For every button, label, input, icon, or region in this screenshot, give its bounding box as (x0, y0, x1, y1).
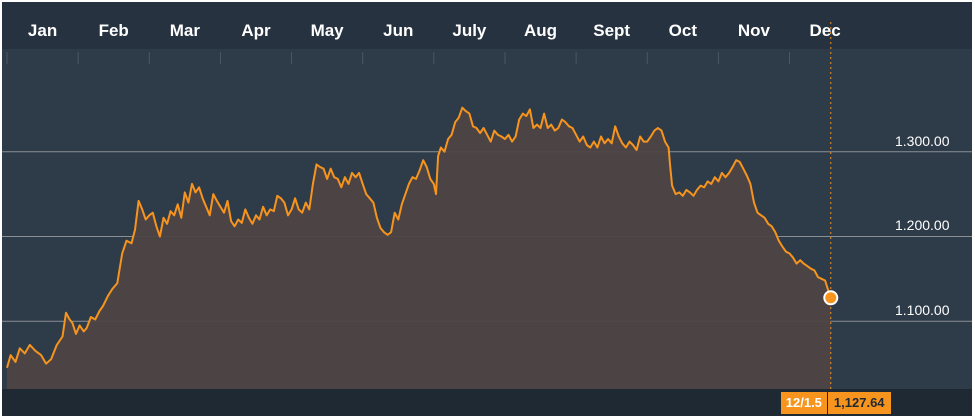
y-tick-label-0: 1.100.00 (895, 302, 950, 319)
month-label-nov: Nov (737, 21, 770, 40)
month-label-jun: Jun (383, 21, 414, 40)
series-line (6, 106, 832, 369)
month-label-feb: Feb (98, 21, 129, 40)
last-value-readout: 12/1.5 1,127.64 (780, 392, 891, 414)
month-axis-bar (2, 2, 972, 49)
month-label-apr: Apr (241, 21, 271, 40)
month-label-may: May (310, 21, 344, 40)
readout-date: 12/1.5 (780, 392, 827, 414)
series-area (7, 107, 831, 389)
month-label-sept: Sept (593, 21, 631, 40)
month-label-jan: Jan (27, 21, 58, 40)
y-tick-label-1: 1.200.00 (895, 217, 950, 234)
last-point-marker (823, 290, 839, 306)
month-label-dec: Dec (809, 21, 841, 40)
y-tick-label-2: 1.300.00 (895, 132, 950, 149)
tick-strip (2, 49, 972, 67)
readout-value: 1,127.64 (827, 392, 891, 414)
month-label-july: July (452, 21, 487, 40)
month-label-aug: Aug (524, 21, 558, 40)
month-label-oct: Oct (668, 21, 697, 40)
month-label-mar: Mar (169, 21, 200, 40)
